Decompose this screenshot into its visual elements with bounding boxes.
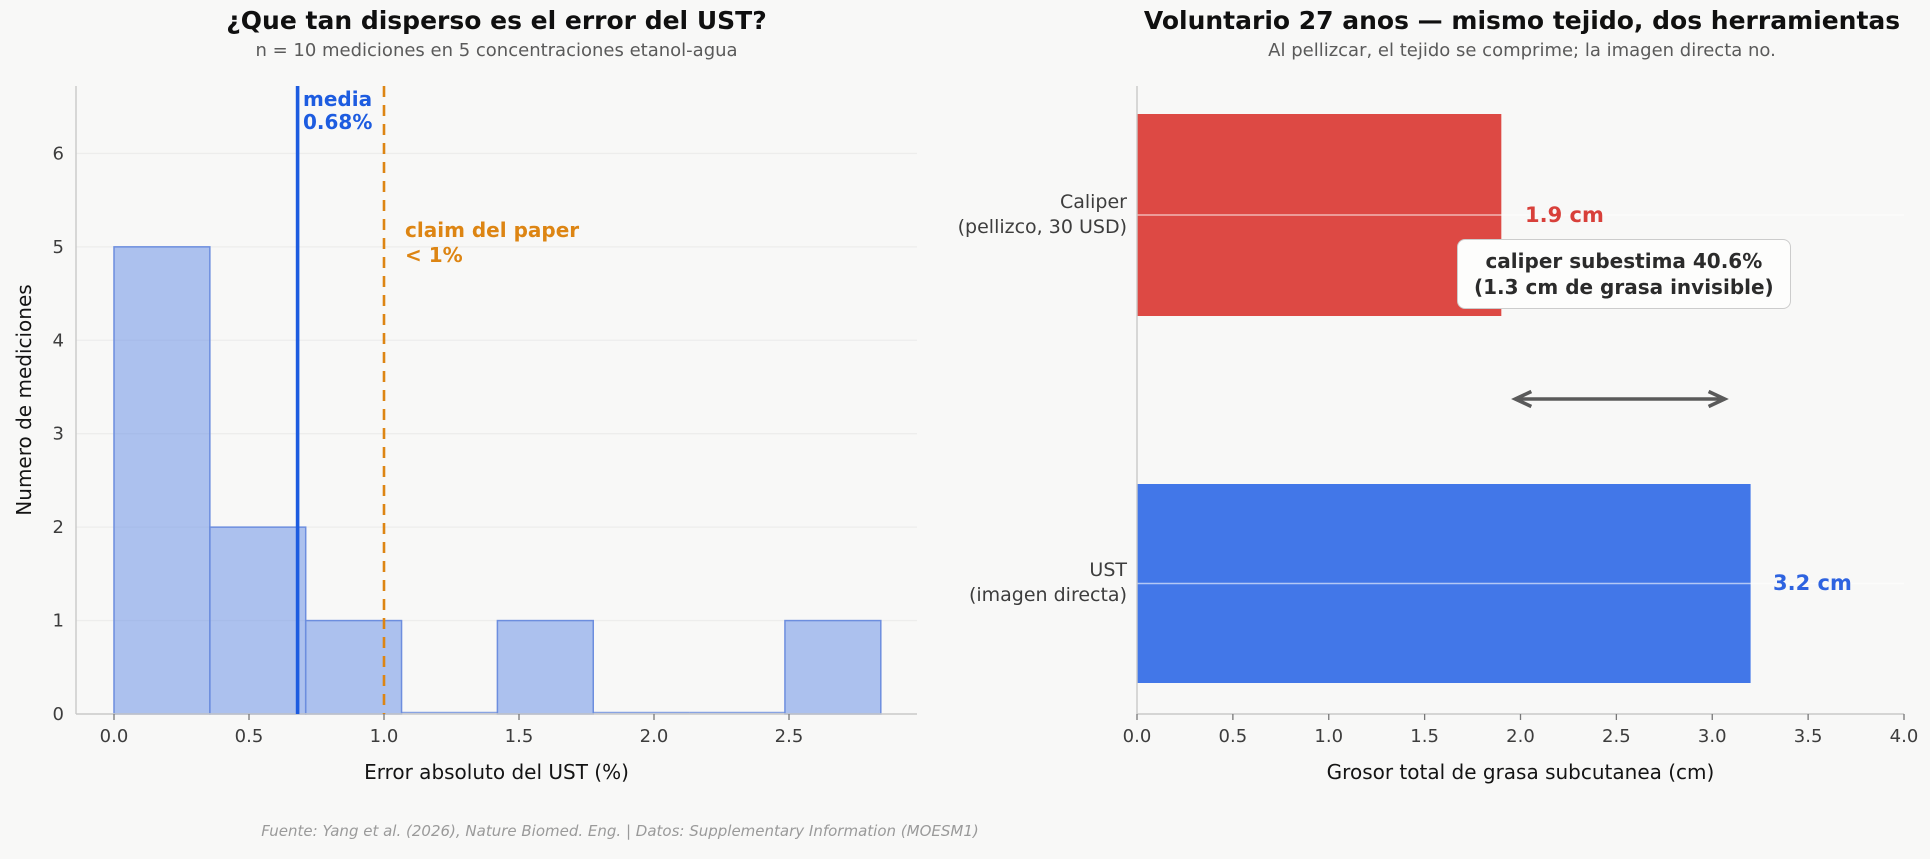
x-tick-label: 2.5	[1602, 726, 1631, 747]
x-tick-label: 3.5	[1794, 726, 1823, 747]
left-chart-title: ¿Que tan disperso es el error del UST?	[226, 6, 767, 35]
footer-note: Fuente: Yang et al. (2026), Nature Biome…	[261, 822, 979, 840]
claim-line-label: claim del paper < 1%	[405, 218, 580, 267]
y-tick-label: 0	[53, 704, 64, 725]
x-tick-label: 1.0	[1314, 726, 1343, 747]
y-tick-label: 4	[53, 330, 64, 351]
x-tick-label: 0.5	[235, 726, 264, 747]
left-chart-subtitle: n = 10 mediciones en 5 concentraciones e…	[255, 40, 738, 61]
x-tick-label: 4.0	[1890, 726, 1919, 747]
y-tick-label: 1	[53, 611, 64, 632]
y-tick-label: 5	[53, 237, 64, 258]
x-tick-label: 1.0	[370, 726, 399, 747]
histogram-bar	[304, 619, 403, 715]
category-label-ust: UST (imagen directa)	[968, 559, 1127, 606]
x-axis-label-right: Grosor total de grasa subcutanea (cm)	[1326, 760, 1715, 784]
histogram-bar	[496, 619, 594, 715]
right-chart-subtitle: Al pellizcar, el tejido se comprime; la …	[1268, 40, 1776, 61]
x-tick-label: 1.5	[1410, 726, 1439, 747]
histogram-bar	[784, 619, 882, 715]
x-tick-label: 2.5	[775, 726, 804, 747]
annotation-box: caliper subestima 40.6% (1.3 cm de grasa…	[1457, 239, 1791, 309]
arrow-head-left	[1511, 389, 1533, 409]
y-tick-label: 6	[53, 143, 64, 164]
arrow-head-right	[1707, 389, 1729, 409]
y-tick-label: 3	[53, 424, 64, 445]
y-axis-label-left: Numero de mediciones	[12, 284, 36, 516]
histogram-bar	[209, 526, 307, 715]
mean-line-label: media 0.68%	[303, 87, 373, 134]
x-tick-label: 2.0	[1506, 726, 1535, 747]
category-label-caliper: Caliper (pellizco, 30 USD)	[957, 191, 1127, 238]
x-tick-label: 3.0	[1698, 726, 1727, 747]
right-chart-title: Voluntario 27 anos — mismo tejido, dos h…	[1143, 6, 1901, 35]
x-tick-label: 1.5	[505, 726, 534, 747]
value-label-caliper: 1.9 cm	[1525, 203, 1604, 227]
x-axis-label-left: Error absoluto del UST (%)	[364, 760, 629, 784]
x-tick-label: 0.0	[1123, 726, 1152, 747]
x-tick-label: 2.0	[640, 726, 669, 747]
x-tick-label: 0.0	[100, 726, 129, 747]
histogram-bar	[113, 246, 211, 715]
value-label-ust: 3.2 cm	[1773, 571, 1852, 595]
y-tick-label: 2	[53, 517, 64, 538]
x-tick-label: 0.5	[1219, 726, 1248, 747]
